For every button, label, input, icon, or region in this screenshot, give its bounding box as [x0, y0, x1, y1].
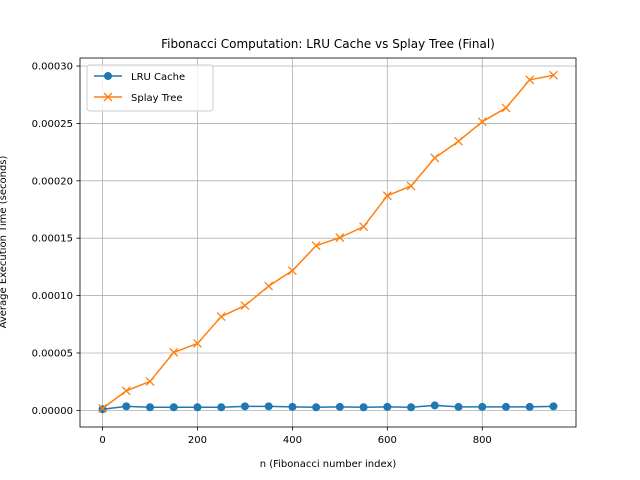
data-point-splay-tree: [430, 153, 440, 163]
data-point-lru-cache: [525, 402, 534, 411]
legend-label-lru-cache: LRU Cache: [131, 72, 185, 83]
data-point-lru-cache: [549, 402, 558, 411]
data-point-lru-cache: [501, 402, 510, 411]
data-point-lru-cache: [312, 403, 321, 412]
data-point-lru-cache: [169, 403, 178, 412]
x-tick-label: 200: [188, 435, 207, 446]
data-point-splay-tree: [382, 191, 392, 201]
legend-marker-splay-tree: [103, 92, 113, 102]
data-point-splay-tree: [264, 281, 274, 291]
y-tick-label: 0.00020: [32, 176, 73, 187]
x-ticks: 0 200 400 600 800: [99, 427, 492, 446]
y-ticks: 0.00000 0.00005 0.00010 0.00015 0.00020 0.000…: [32, 62, 80, 417]
data-point-lru-cache: [288, 402, 297, 411]
y-tick-label: 0.00010: [32, 291, 73, 302]
legend-label-splay-tree: Splay Tree: [131, 93, 183, 104]
data-point-splay-tree: [121, 386, 131, 396]
y-tick-label: 0.00015: [32, 234, 73, 245]
data-point-splay-tree: [548, 70, 558, 80]
data-point-splay-tree: [193, 338, 202, 348]
series-layer: [98, 70, 558, 414]
data-point-splay-tree: [335, 233, 345, 243]
data-point-splay-tree: [454, 136, 463, 146]
x-tick-label: 400: [283, 435, 302, 446]
data-point-lru-cache: [264, 402, 273, 411]
data-point-lru-cache: [193, 403, 202, 412]
data-point-splay-tree: [406, 181, 416, 191]
data-point-lru-cache: [407, 403, 416, 412]
data-point-lru-cache: [240, 402, 249, 411]
data-point-lru-cache: [359, 403, 368, 412]
plot-frame: [79, 57, 577, 428]
x-axis-label: n (Fibonacci number index): [260, 459, 397, 470]
data-point-splay-tree: [477, 117, 487, 127]
data-point-splay-tree: [501, 103, 511, 113]
data-point-lru-cache: [478, 402, 487, 411]
data-point-lru-cache: [383, 402, 392, 411]
chart-title: Fibonacci Computation: LRU Cache vs Spla…: [161, 37, 495, 51]
y-tick-label: 0.00025: [32, 119, 73, 130]
x-tick-label: 0: [99, 435, 105, 446]
x-tick-label: 800: [473, 435, 492, 446]
y-tick-label: 0.00000: [32, 406, 73, 417]
data-point-lru-cache: [217, 403, 226, 412]
data-point-lru-cache: [146, 403, 155, 412]
data-point-splay-tree: [216, 312, 226, 322]
y-axis-label: Average Execution Time (seconds): [0, 155, 9, 328]
data-point-splay-tree: [311, 241, 321, 251]
data-point-lru-cache: [122, 402, 131, 411]
y-tick-label: 0.00005: [32, 348, 73, 359]
series-splay-tree: [98, 70, 558, 413]
legend: LRU Cache Splay Tree: [86, 64, 214, 112]
data-point-splay-tree: [240, 301, 250, 311]
data-point-lru-cache: [335, 402, 344, 411]
data-point-lru-cache: [454, 402, 463, 411]
data-point-lru-cache: [430, 401, 439, 410]
data-point-splay-tree: [525, 75, 535, 85]
data-point-splay-tree: [98, 403, 108, 413]
x-tick-label: 600: [378, 435, 397, 446]
data-point-splay-tree: [169, 347, 179, 357]
data-point-splay-tree: [359, 222, 369, 232]
data-point-splay-tree: [145, 376, 155, 386]
y-tick-label: 0.00030: [32, 62, 73, 73]
grid: [80, 58, 576, 427]
legend-marker-lru-cache: [104, 72, 112, 80]
data-point-splay-tree: [287, 266, 297, 276]
